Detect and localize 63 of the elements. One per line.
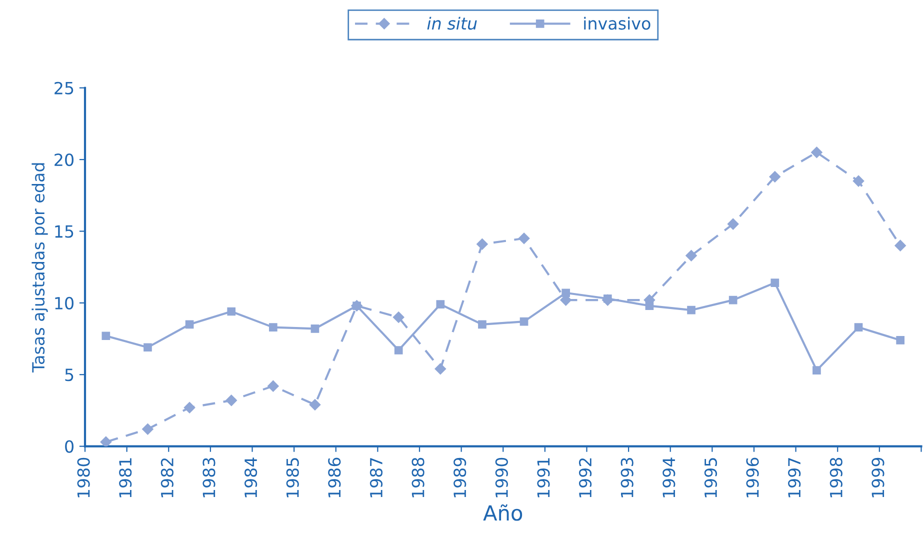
point [309,399,321,410]
point [184,402,196,414]
point [268,323,278,332]
x-tick-label: 1981 [119,458,132,498]
y-tick-label: 0 [65,440,74,453]
x-tick-label: 1991 [537,458,550,498]
x-axis-title: Año [483,504,522,521]
legend-label: invasivo [584,16,650,30]
point [520,317,528,326]
y-tick-label: 20 [54,154,74,166]
y-tick-label: 25 [54,82,74,94]
point [268,380,279,392]
x-tick-label: 1998 [830,458,842,498]
x-tick-label: 1996 [746,458,759,498]
point [100,436,112,446]
x-tick-label: 1989 [454,458,466,498]
point [686,250,697,262]
point [185,320,194,329]
x-tick-label: 1992 [578,458,592,498]
x-tick-label: 1986 [328,458,341,498]
point [854,323,863,332]
point [518,232,530,244]
x-tick-label: 1994 [662,458,676,498]
x-tick-label: 1987 [370,458,383,498]
point [727,218,739,230]
point [102,332,110,340]
point [894,240,906,252]
x-tick-label: 1980 [77,458,90,498]
x-tick-label: 1985 [286,458,299,498]
point [144,343,152,352]
point [812,366,821,374]
legend-label: in situ [427,16,477,30]
y-axis-title: Tasas ajustadas por edad [32,163,48,372]
x-tick-label: 1983 [202,458,216,498]
x-tick-label: 1990 [495,458,508,498]
x-tick-label: 1988 [412,458,424,498]
point [728,296,738,304]
point [436,300,445,309]
x-tick-label: 1997 [788,458,801,498]
x-tick-label: 1999 [872,458,884,498]
point [142,423,154,435]
point [896,336,904,344]
point [434,363,446,374]
point [476,238,488,250]
y-tick-label: 5 [65,368,74,382]
point [226,394,237,406]
y-tick-label: 10 [55,296,74,310]
point [227,307,236,316]
point [770,278,780,288]
point [310,324,320,333]
x-tick-label: 1993 [620,458,634,498]
point [394,346,403,354]
x-tick-label: 1984 [244,458,258,498]
point [602,294,614,306]
point [478,320,486,329]
x-tick-label: 1982 [160,458,174,498]
point [811,146,822,158]
point [687,306,696,314]
point [852,175,864,187]
point [769,171,780,182]
x-tick-label: 1995 [704,458,718,498]
y-tick-label: 15 [55,225,74,238]
point [392,312,404,323]
